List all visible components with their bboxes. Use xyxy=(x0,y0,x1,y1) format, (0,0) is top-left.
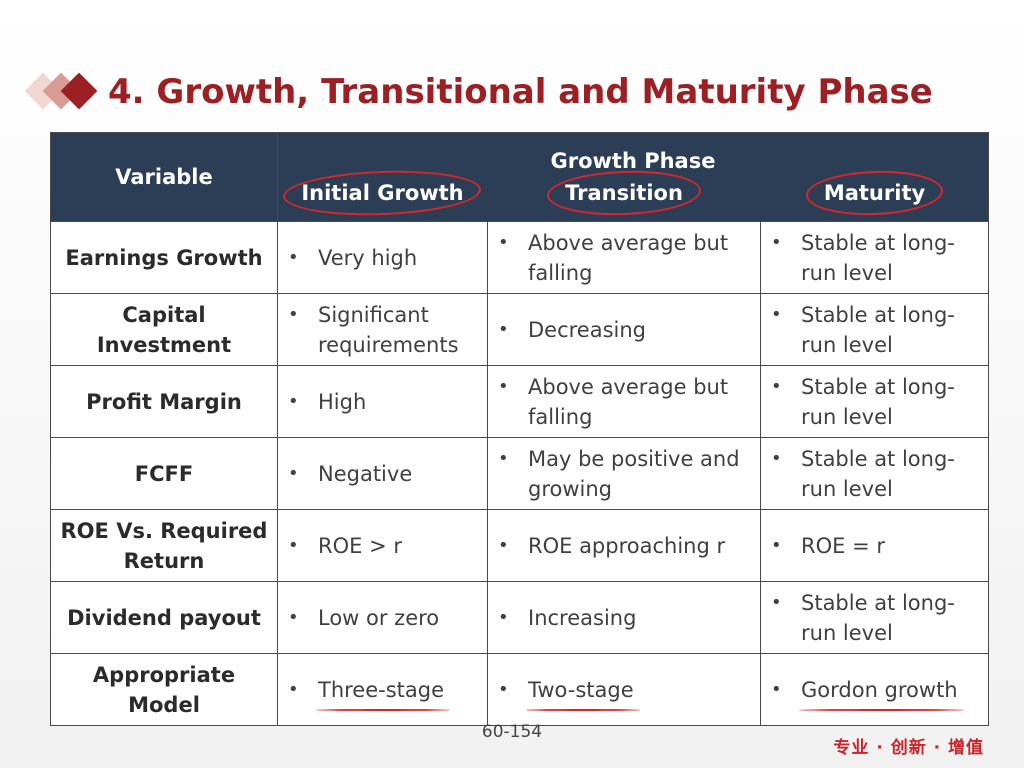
slide-title: 4. Growth, Transitional and Maturity Pha… xyxy=(108,72,933,112)
maturity-cell: • Stable at long-run level xyxy=(760,437,989,510)
initial-growth-header: Initial Growth xyxy=(277,175,488,222)
initial-cell: • Negative xyxy=(277,437,488,510)
cell-text: Significant requirements xyxy=(318,302,459,357)
phase-table: Variable Growth Phase Initial Growth Tra… xyxy=(50,132,989,726)
footer-brand-logo: 专业 · 创新 · 增值 xyxy=(833,738,984,758)
cell-text: Above average but falling xyxy=(528,374,729,429)
variable-cell: FCFF xyxy=(50,437,278,510)
diamond-bullet-icon xyxy=(24,64,108,120)
maturity-cell: • Stable at long-run level xyxy=(760,365,989,438)
transition-header: Transition xyxy=(487,175,761,222)
title-row: 4. Growth, Transitional and Maturity Pha… xyxy=(24,64,933,120)
transition-cell: • Above average but falling xyxy=(487,365,761,438)
initial-cell: • High xyxy=(277,365,488,438)
initial-cell: • Significant requirements xyxy=(277,293,488,366)
initial-cell: • Low or zero xyxy=(277,581,488,654)
table-row: Dividend payout • Low or zero • Increasing… xyxy=(50,581,989,654)
cell-text: ROE > r xyxy=(318,533,402,558)
maturity-cell: • Stable at long-run level xyxy=(760,581,989,654)
model-underlined: Two-stage xyxy=(526,675,640,711)
model-underlined: Gordon growth xyxy=(799,675,964,711)
maturity-header-label: Maturity xyxy=(814,179,935,207)
table-row: Appropriate Model • Three-stage • Two-stag… xyxy=(50,653,989,726)
cell-text: Stable at long-run level xyxy=(801,374,955,429)
cell-text: Stable at long-run level xyxy=(801,446,955,501)
cell-text: ROE approaching r xyxy=(528,533,726,558)
model-underlined: Three-stage xyxy=(315,675,451,711)
table-row: Capital Investment • Significant requirem… xyxy=(50,293,989,366)
maturity-cell: • Stable at long-run level xyxy=(760,221,989,294)
table-row: Earnings Growth • Very high • Above averag… xyxy=(50,221,989,294)
cell-text: May be positive and growing xyxy=(528,446,740,501)
cell-text: Very high xyxy=(318,245,418,270)
table-row: Profit Margin • High • Above average but f… xyxy=(50,365,989,438)
table-row: FCFF • Negative • May be positive and grow… xyxy=(50,437,989,510)
maturity-header: Maturity xyxy=(760,175,989,222)
initial-growth-header-label: Initial Growth xyxy=(291,179,473,207)
cell-text: Decreasing xyxy=(528,317,647,342)
table-row: ROE Vs. Required Return • ROE > r • ROE ap… xyxy=(50,509,989,582)
maturity-cell: • Stable at long-run level xyxy=(760,293,989,366)
transition-cell: • Two-stage xyxy=(487,653,761,726)
growth-phase-header: Growth Phase xyxy=(277,132,989,175)
page-number: 60-154 xyxy=(481,722,543,742)
cell-text: Increasing xyxy=(528,605,637,630)
maturity-cell: • Gordon growth xyxy=(760,653,989,726)
transition-cell: • Increasing xyxy=(487,581,761,654)
phase-table-wrap: Variable Growth Phase Initial Growth Tra… xyxy=(50,132,989,726)
variable-cell: Earnings Growth xyxy=(50,221,278,294)
initial-cell: • Three-stage xyxy=(277,653,488,726)
initial-cell: • Very high xyxy=(277,221,488,294)
variable-cell: Dividend payout xyxy=(50,581,278,654)
transition-cell: • ROE approaching r xyxy=(487,509,761,582)
cell-text: Low or zero xyxy=(318,605,440,630)
transition-header-label: Transition xyxy=(555,179,693,207)
variable-header: Variable xyxy=(50,132,278,222)
transition-cell: • Above average but falling xyxy=(487,221,761,294)
variable-cell: Profit Margin xyxy=(50,365,278,438)
transition-cell: • Decreasing xyxy=(487,293,761,366)
cell-text: High xyxy=(318,389,367,414)
variable-cell: Appropriate Model xyxy=(50,653,278,726)
cell-text: Negative xyxy=(318,461,413,486)
cell-text: Stable at long-run level xyxy=(801,590,955,645)
variable-cell: ROE Vs. Required Return xyxy=(50,509,278,582)
cell-text: Above average but falling xyxy=(528,230,729,285)
transition-cell: • May be positive and growing xyxy=(487,437,761,510)
cell-text: ROE = r xyxy=(801,533,885,558)
maturity-cell: • ROE = r xyxy=(760,509,989,582)
initial-cell: • ROE > r xyxy=(277,509,488,582)
cell-text: Stable at long-run level xyxy=(801,230,955,285)
variable-cell: Capital Investment xyxy=(50,293,278,366)
cell-text: Stable at long-run level xyxy=(801,302,955,357)
